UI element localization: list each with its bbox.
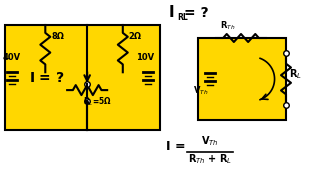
Text: $\mathbf{I}$ = ?: $\mathbf{I}$ = ?	[29, 71, 65, 84]
Text: R$_L$=5Ω: R$_L$=5Ω	[83, 95, 112, 108]
Text: $\mathbf{I}$: $\mathbf{I}$	[165, 140, 171, 153]
Bar	[5, 25, 160, 130]
Text: V$_{Th}$: V$_{Th}$	[193, 84, 208, 96]
Text: 8Ω: 8Ω	[51, 32, 64, 41]
Bar	[198, 38, 286, 120]
Text: RL: RL	[177, 13, 188, 22]
Text: R$_{Th}$ + R$_L$: R$_{Th}$ + R$_L$	[188, 152, 232, 166]
Text: 2Ω: 2Ω	[129, 32, 142, 41]
Text: = ?: = ?	[184, 6, 209, 20]
Text: R$_{Th}$: R$_{Th}$	[220, 19, 236, 31]
Text: V$_{Th}$: V$_{Th}$	[201, 134, 219, 148]
Text: R$_L$: R$_L$	[289, 67, 302, 81]
Text: $\mathbf{I}$: $\mathbf{I}$	[168, 4, 174, 20]
Text: 10V: 10V	[136, 53, 154, 62]
Text: 40V: 40V	[3, 53, 21, 62]
Text: =: =	[175, 140, 186, 153]
